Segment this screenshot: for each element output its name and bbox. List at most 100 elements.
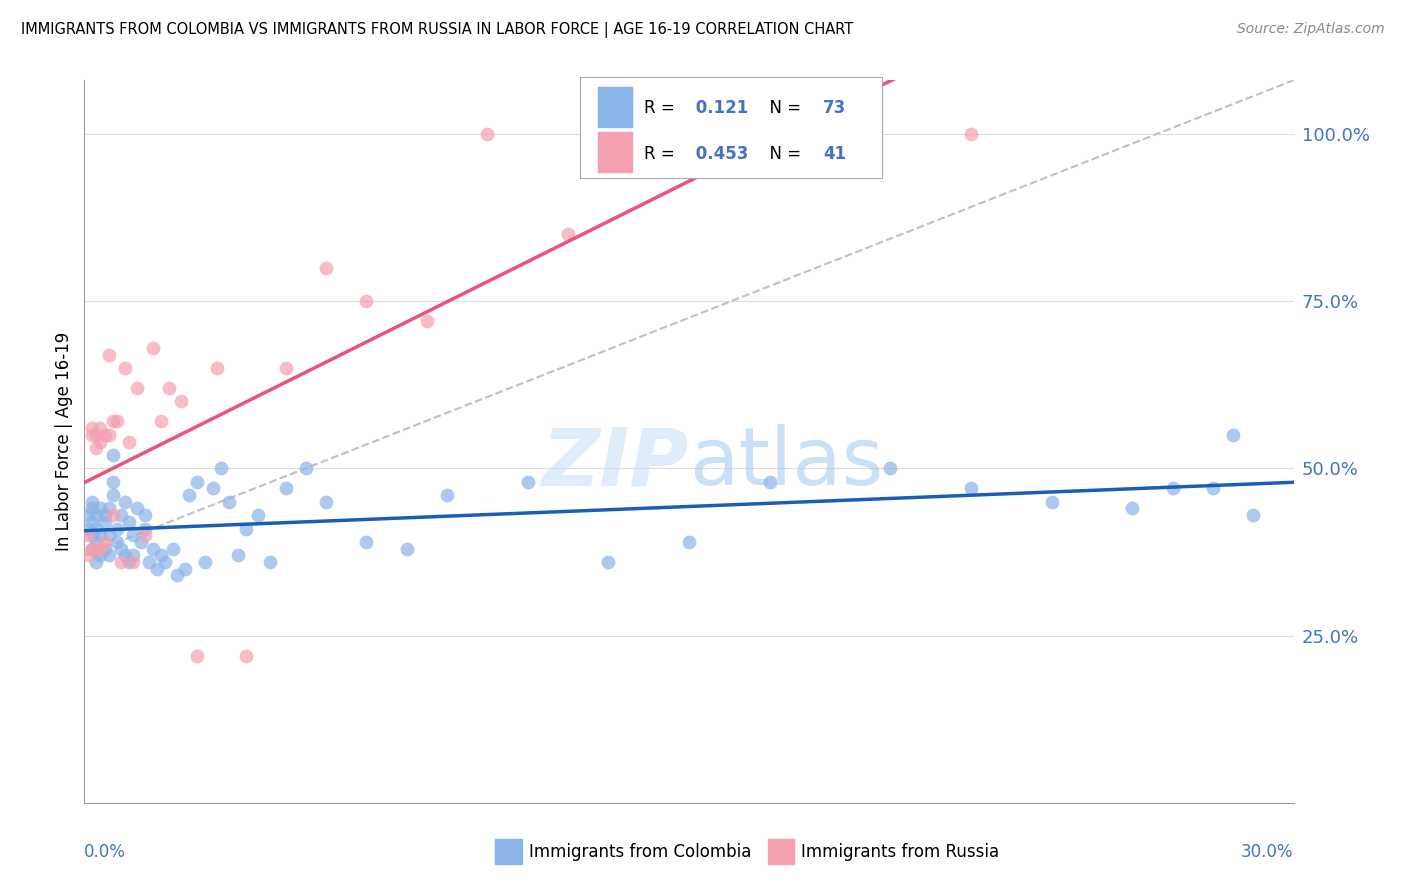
Point (149, 548, 172, 563)
Point (209, 461, 232, 475)
Point (121, 528, 143, 542)
Point (235, 521, 257, 535)
Point (77, 528, 100, 542)
Point (82, 515, 104, 529)
Text: 0.453: 0.453 (690, 145, 748, 162)
Point (86, 508, 108, 523)
Point (125, 501, 148, 516)
Point (259, 555, 281, 569)
Point (879, 461, 901, 475)
Point (114, 361, 136, 376)
Point (89, 548, 111, 563)
Point (86, 555, 108, 569)
Text: N =: N = (759, 145, 807, 162)
Point (105, 534, 128, 549)
Point (77, 508, 100, 523)
Point (82, 528, 104, 542)
Point (138, 555, 160, 569)
Point (105, 521, 128, 535)
Text: 30.0%: 30.0% (1241, 843, 1294, 861)
Point (114, 548, 136, 563)
Text: ZIP: ZIP (541, 425, 689, 502)
Point (86, 442, 108, 455)
Point (477, 127, 499, 141)
Point (125, 381, 148, 395)
Point (226, 548, 249, 563)
Point (153, 555, 176, 569)
Point (246, 508, 269, 523)
Point (97, 548, 120, 563)
Text: IMMIGRANTS FROM COLOMBIA VS IMMIGRANTS FROM RUSSIA IN LABOR FORCE | AGE 16-19 CO: IMMIGRANTS FROM COLOMBIA VS IMMIGRANTS F… (21, 22, 853, 38)
Text: 41: 41 (823, 145, 846, 162)
Point (89, 434, 111, 449)
Text: Source: ZipAtlas.com: Source: ZipAtlas.com (1237, 22, 1385, 37)
Point (89, 501, 111, 516)
Point (218, 494, 240, 508)
Point (82, 427, 104, 442)
Point (356, 534, 378, 549)
Point (170, 394, 193, 409)
Point (118, 515, 141, 529)
Point (89, 541, 111, 556)
Text: 0.121: 0.121 (690, 100, 748, 118)
Point (93, 427, 115, 442)
Text: R =: R = (644, 100, 681, 118)
Point (758, 475, 780, 489)
Point (121, 555, 143, 569)
Point (194, 555, 217, 569)
FancyBboxPatch shape (581, 77, 883, 178)
Point (101, 448, 124, 462)
Point (134, 528, 156, 542)
Point (101, 488, 124, 502)
Point (207, 361, 229, 376)
Point (436, 488, 458, 502)
Point (637, 127, 659, 141)
Point (315, 260, 337, 275)
Point (89, 421, 111, 435)
Point (1241, 508, 1264, 523)
Point (166, 568, 188, 582)
Point (97, 501, 120, 516)
Point (82, 421, 104, 435)
Point (77, 548, 100, 563)
Point (97, 348, 120, 362)
Point (134, 508, 156, 523)
Point (1040, 494, 1063, 508)
Point (274, 482, 297, 496)
Point (598, 555, 620, 569)
Point (86, 427, 108, 442)
Point (142, 541, 165, 556)
Point (105, 414, 128, 429)
Point (157, 381, 180, 395)
Text: N =: N = (759, 100, 807, 118)
Point (121, 548, 143, 563)
Point (97, 528, 120, 542)
Point (960, 127, 983, 141)
Point (101, 508, 124, 523)
Y-axis label: In Labor Force | Age 16-19: In Labor Force | Age 16-19 (55, 332, 73, 551)
FancyBboxPatch shape (599, 132, 633, 171)
Point (97, 427, 120, 442)
Point (101, 414, 124, 429)
Text: Immigrants from Colombia: Immigrants from Colombia (529, 843, 752, 861)
Point (295, 461, 318, 475)
Point (315, 494, 337, 508)
Point (839, 127, 862, 141)
Point (1161, 482, 1184, 496)
Point (516, 475, 538, 489)
Point (274, 361, 297, 376)
Point (101, 475, 124, 489)
Point (114, 494, 136, 508)
Point (110, 541, 132, 556)
Point (162, 541, 184, 556)
FancyBboxPatch shape (495, 838, 522, 864)
Point (82, 494, 104, 508)
Text: atlas: atlas (689, 425, 883, 502)
Point (186, 475, 208, 489)
Point (77, 521, 100, 535)
Point (1222, 427, 1244, 442)
Text: 73: 73 (823, 100, 846, 118)
Point (82, 541, 104, 556)
Point (110, 508, 132, 523)
Point (93, 508, 115, 523)
